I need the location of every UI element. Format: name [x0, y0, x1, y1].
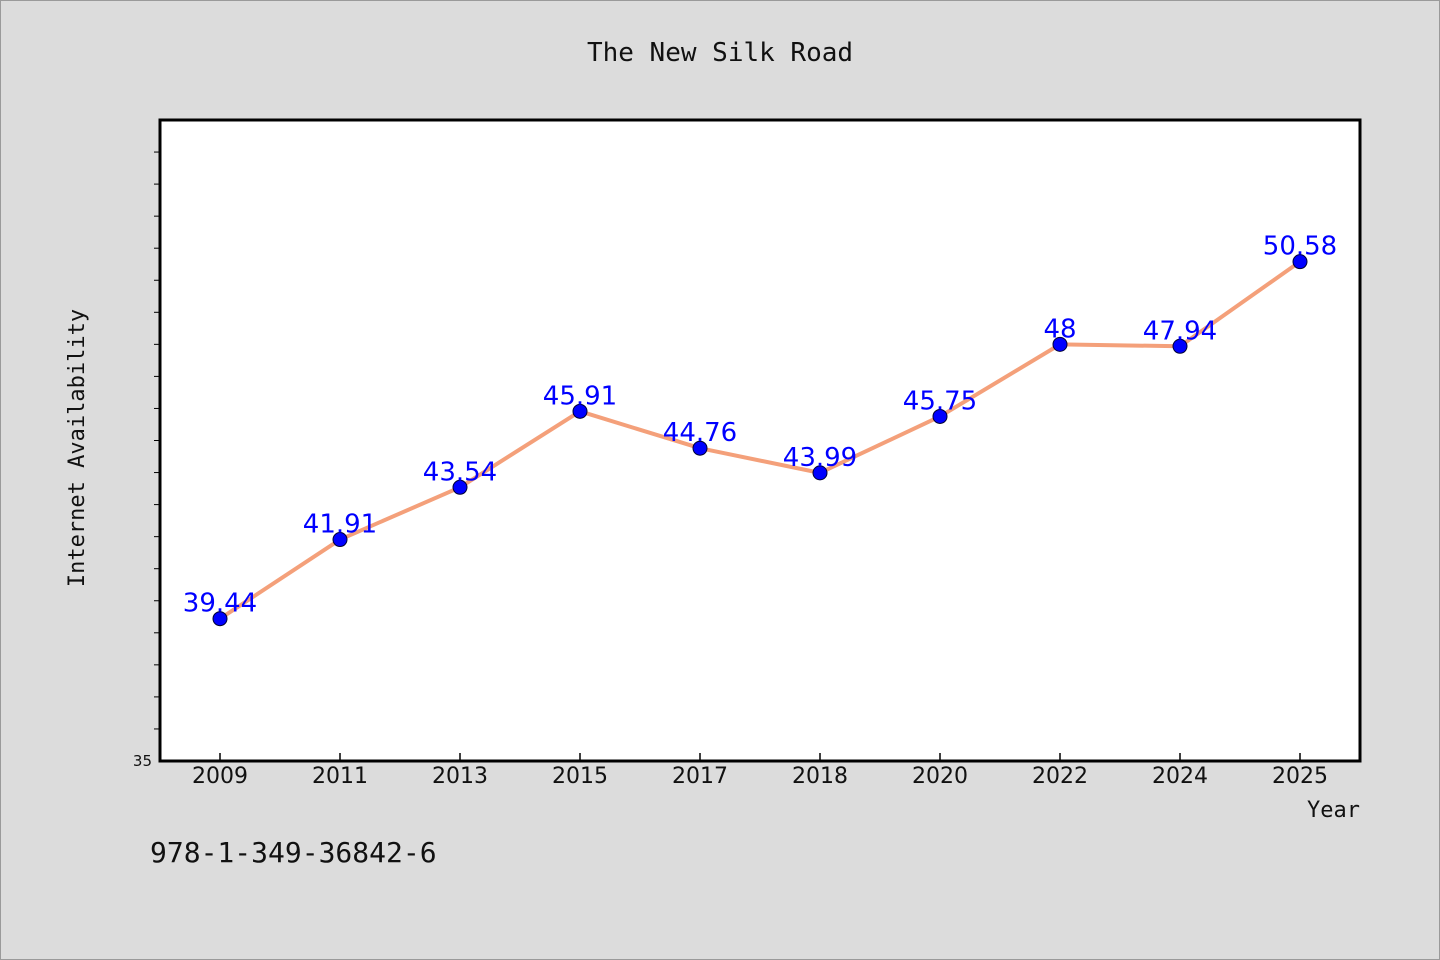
x-axis-ticks: 2009 2011 2013 2015 2017 2018 2020 2022 2024 2025	[192, 753, 1328, 789]
chart-title: The New Silk Road	[587, 38, 853, 68]
data-label: 45.91	[543, 381, 617, 411]
data-point	[1292, 254, 1308, 270]
x-tick-label: 2013	[432, 764, 488, 789]
data-label: 48	[1043, 314, 1076, 344]
data-point	[452, 479, 468, 495]
data-point	[692, 440, 708, 456]
x-tick-label: 2017	[672, 764, 728, 789]
data-label: 41.91	[303, 510, 377, 540]
series-layer: 39.44 41.91 43.54 45.91 44.76 43.99 45.75 48 47.…	[183, 232, 1337, 627]
data-point	[212, 611, 228, 627]
data-point	[812, 465, 828, 481]
data-label: 47.94	[1143, 316, 1217, 346]
y-axis-ticks: 35	[133, 151, 160, 770]
data-point	[1172, 338, 1188, 354]
data-point	[1052, 336, 1068, 352]
plot-area	[158, 118, 1362, 763]
data-label: 39.44	[183, 589, 257, 619]
x-tick-label: 2022	[1032, 764, 1088, 789]
series-line	[218, 260, 1302, 621]
data-point	[572, 403, 588, 419]
data-label: 45.75	[903, 386, 977, 416]
x-tick-label: 2018	[792, 764, 848, 789]
y-axis-label: Internet Availability	[65, 309, 90, 587]
x-tick-label: 2025	[1272, 764, 1328, 789]
data-label: 43.99	[783, 443, 857, 473]
x-tick-label: 2020	[912, 764, 968, 789]
footnote-isbn: 978-1-349-36842-6	[150, 836, 437, 869]
data-label: 50.58	[1263, 232, 1337, 262]
data-point	[932, 408, 948, 424]
x-tick-label: 2011	[312, 764, 368, 789]
data-label: 43.54	[423, 457, 497, 487]
data-point	[332, 532, 348, 548]
x-axis-label: Year	[1307, 798, 1360, 823]
x-tick-label: 2015	[552, 764, 608, 789]
y-tick-label: 35	[133, 752, 152, 770]
x-tick-label: 2024	[1152, 764, 1208, 789]
x-tick-label: 2009	[192, 764, 248, 789]
data-label: 44.76	[663, 418, 737, 448]
